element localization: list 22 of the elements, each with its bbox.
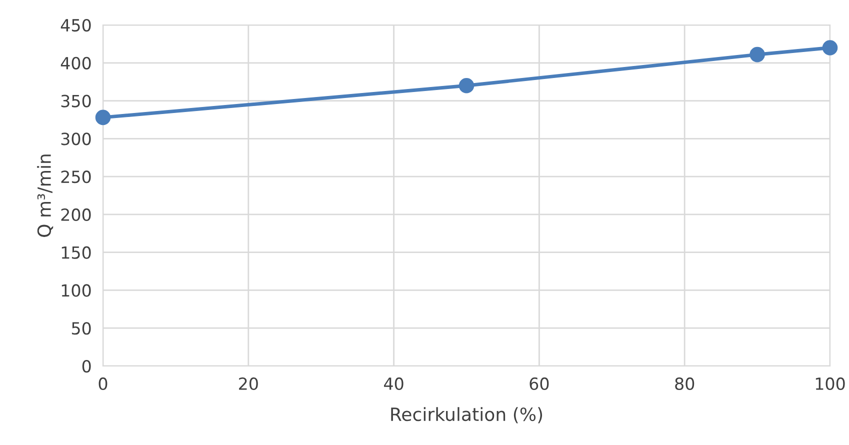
x-tick-label: 100 [816, 377, 845, 390]
y-axis-title: Q m³/min [37, 154, 54, 237]
y-tick-label: 450 [60, 18, 91, 32]
x-axis-title: Recirkulation (%) [391, 407, 542, 424]
y-tick-label: 200 [61, 208, 91, 222]
x-tick-label: 20 [239, 377, 258, 390]
y-tick-label: 0 [82, 360, 91, 373]
x-tick-label: 40 [384, 377, 404, 390]
x-tick-label: 0 [98, 377, 108, 390]
x-tick-label: 60 [530, 377, 549, 390]
y-tick-label: 400 [60, 56, 91, 70]
y-tick-label: 150 [62, 246, 91, 259]
point [750, 46, 765, 62]
point [458, 78, 474, 94]
x-tick-label: 80 [675, 377, 694, 390]
point [95, 110, 111, 126]
point [822, 40, 838, 56]
y-tick-label: 250 [61, 170, 91, 184]
y-tick-label: 100 [62, 284, 91, 297]
y-tick-label: 350 [61, 94, 91, 108]
y-tick-label: 50 [72, 322, 91, 335]
y-tick-label: 300 [61, 132, 91, 146]
